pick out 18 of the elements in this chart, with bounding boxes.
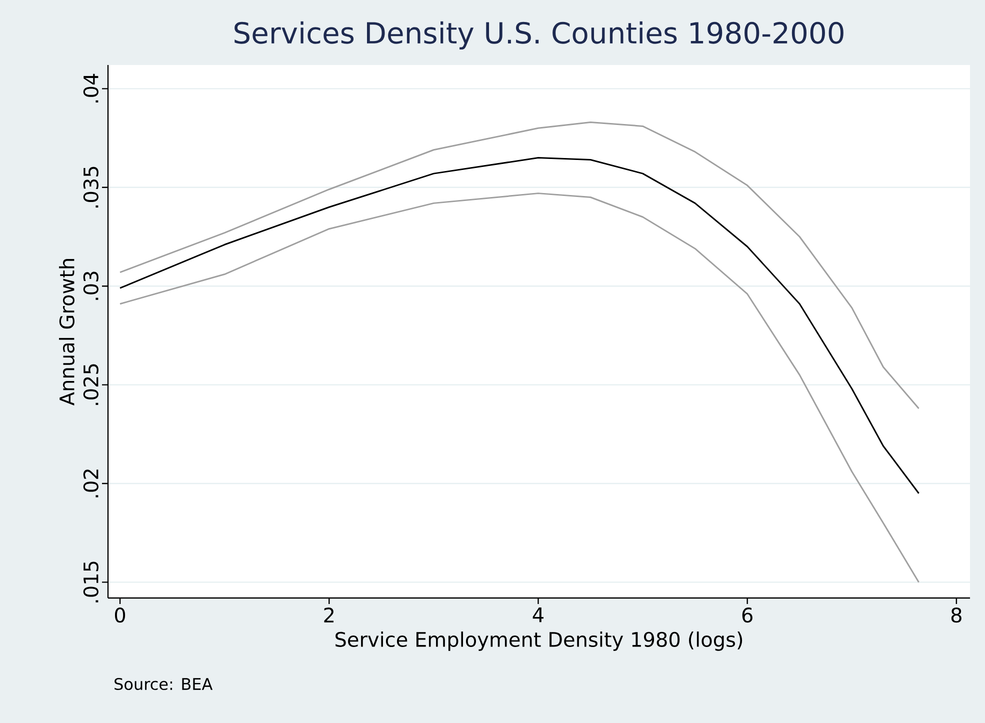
- x-tick-label: 2: [324, 608, 334, 622]
- y-tick-label: .02: [83, 470, 98, 498]
- y-tick-label: .035: [83, 166, 98, 208]
- y-axis-title: Annual Growth: [58, 259, 74, 406]
- x-tick-label: 0: [114, 608, 126, 623]
- y-tick-label: .03: [83, 272, 98, 300]
- x-axis-title: Service Employment Density 1980 (logs): [336, 632, 742, 651]
- line-series: [119, 121, 920, 410]
- chart-title: Services Density U.S. Counties 1980-2000: [234, 21, 844, 50]
- y-tick-label: .04: [83, 74, 98, 102]
- y-tick-label: .015: [83, 562, 98, 602]
- y-tick-label: .025: [83, 364, 98, 405]
- x-tick-label: 8: [951, 608, 962, 623]
- x-tick-label: 6: [742, 608, 752, 623]
- x-tick-label: 4: [532, 608, 544, 622]
- line-series: [119, 192, 920, 583]
- source-note: Source: BEA: [114, 678, 213, 690]
- line-series: [119, 157, 920, 494]
